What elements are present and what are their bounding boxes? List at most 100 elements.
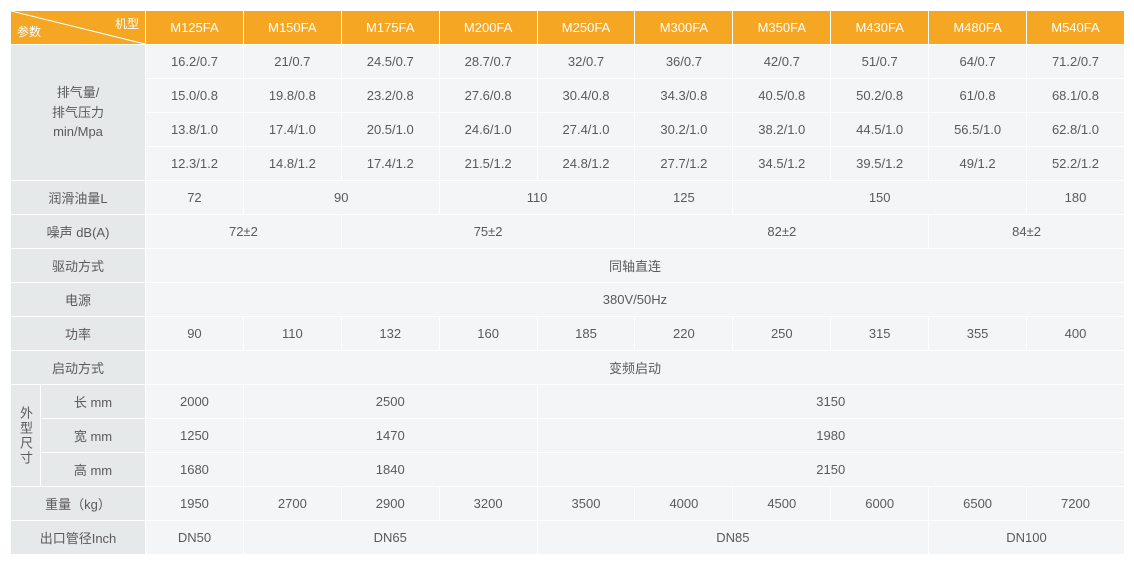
weight-0: 1950	[146, 487, 244, 521]
header-model-8: M480FA	[929, 11, 1027, 45]
exhaust-2-5: 30.2/1.0	[635, 113, 733, 147]
power-5: 220	[635, 317, 733, 351]
exhaust-3-6: 34.5/1.2	[733, 147, 831, 181]
exhaust-2-7: 44.5/1.0	[831, 113, 929, 147]
exhaust-1-1: 19.8/0.8	[243, 79, 341, 113]
exhaust-1-3: 27.6/0.8	[439, 79, 537, 113]
weight-7: 6000	[831, 487, 929, 521]
noise-1: 75±2	[341, 215, 635, 249]
exhaust-2-8: 56.5/1.0	[929, 113, 1027, 147]
exhaust-3-8: 49/1.2	[929, 147, 1027, 181]
exhaust-0-2: 24.5/0.7	[341, 45, 439, 79]
exhaust-2-2: 20.5/1.0	[341, 113, 439, 147]
power-4: 185	[537, 317, 635, 351]
header-model-1: M150FA	[243, 11, 341, 45]
weight-8: 6500	[929, 487, 1027, 521]
exhaust-1-8: 61/0.8	[929, 79, 1027, 113]
header-model-4: M250FA	[537, 11, 635, 45]
power-2: 132	[341, 317, 439, 351]
exhaust-1-5: 34.3/0.8	[635, 79, 733, 113]
oil-2: 110	[439, 181, 635, 215]
header-model-label: 机型	[115, 15, 139, 32]
exhaust-1-6: 40.5/0.8	[733, 79, 831, 113]
exhaust-2-0: 13.8/1.0	[146, 113, 244, 147]
outlet-2: DN85	[537, 521, 929, 555]
power-7: 315	[831, 317, 929, 351]
outlet-0: DN50	[146, 521, 244, 555]
exhaust-0-3: 28.7/0.7	[439, 45, 537, 79]
exhaust-1-9: 68.1/0.8	[1027, 79, 1125, 113]
row-label-powersrc: 电源	[11, 283, 146, 317]
row-label-noise: 噪声 dB(A)	[11, 215, 146, 249]
oil-4: 150	[733, 181, 1027, 215]
exhaust-0-6: 42/0.7	[733, 45, 831, 79]
spec-table: 参数机型M125FAM150FAM175FAM200FAM250FAM300FA…	[10, 10, 1125, 555]
row-label-exhaust: 排气量/ 排气压力 min/Mpa	[11, 45, 146, 181]
exhaust-0-4: 32/0.7	[537, 45, 635, 79]
exhaust-2-3: 24.6/1.0	[439, 113, 537, 147]
power-8: 355	[929, 317, 1027, 351]
header-diag: 参数机型	[11, 11, 146, 45]
exhaust-0-7: 51/0.7	[831, 45, 929, 79]
exhaust-3-5: 27.7/1.2	[635, 147, 733, 181]
exhaust-0-0: 16.2/0.7	[146, 45, 244, 79]
size-hgt-0: 1680	[146, 453, 244, 487]
exhaust-3-7: 39.5/1.2	[831, 147, 929, 181]
header-model-9: M540FA	[1027, 11, 1125, 45]
exhaust-2-4: 27.4/1.0	[537, 113, 635, 147]
size-wid-1: 1470	[243, 419, 537, 453]
oil-5: 180	[1027, 181, 1125, 215]
weight-2: 2900	[341, 487, 439, 521]
power-3: 160	[439, 317, 537, 351]
power-6: 250	[733, 317, 831, 351]
size-hgt-2: 2150	[537, 453, 1124, 487]
size-wid-2: 1980	[537, 419, 1124, 453]
row-label-size-hgt: 高 mm	[41, 453, 146, 487]
exhaust-0-5: 36/0.7	[635, 45, 733, 79]
exhaust-2-9: 62.8/1.0	[1027, 113, 1125, 147]
exhaust-3-3: 21.5/1.2	[439, 147, 537, 181]
weight-1: 2700	[243, 487, 341, 521]
exhaust-1-7: 50.2/0.8	[831, 79, 929, 113]
row-label-size-wid: 宽 mm	[41, 419, 146, 453]
exhaust-0-1: 21/0.7	[243, 45, 341, 79]
exhaust-3-9: 52.2/1.2	[1027, 147, 1125, 181]
row-label-size-len: 长 mm	[41, 385, 146, 419]
oil-0: 72	[146, 181, 244, 215]
powersrc-value: 380V/50Hz	[146, 283, 1125, 317]
row-label-power: 功率	[11, 317, 146, 351]
exhaust-3-4: 24.8/1.2	[537, 147, 635, 181]
drive-value: 同轴直连	[146, 249, 1125, 283]
outlet-1: DN65	[243, 521, 537, 555]
outlet-3: DN100	[929, 521, 1125, 555]
exhaust-3-1: 14.8/1.2	[243, 147, 341, 181]
header-model-7: M430FA	[831, 11, 929, 45]
size-len-2: 3150	[537, 385, 1124, 419]
noise-0: 72±2	[146, 215, 342, 249]
exhaust-0-9: 71.2/0.7	[1027, 45, 1125, 79]
header-model-3: M200FA	[439, 11, 537, 45]
size-len-0: 2000	[146, 385, 244, 419]
oil-1: 90	[243, 181, 439, 215]
weight-3: 3200	[439, 487, 537, 521]
exhaust-0-8: 64/0.7	[929, 45, 1027, 79]
size-hgt-1: 1840	[243, 453, 537, 487]
size-len-1: 2500	[243, 385, 537, 419]
header-model-0: M125FA	[146, 11, 244, 45]
row-label-weight: 重量（kg）	[11, 487, 146, 521]
exhaust-1-4: 30.4/0.8	[537, 79, 635, 113]
noise-3: 84±2	[929, 215, 1125, 249]
weight-6: 4500	[733, 487, 831, 521]
weight-4: 3500	[537, 487, 635, 521]
row-label-start: 启动方式	[11, 351, 146, 385]
row-label-size-group: 外型尺寸	[11, 385, 41, 487]
header-model-6: M350FA	[733, 11, 831, 45]
exhaust-2-6: 38.2/1.0	[733, 113, 831, 147]
exhaust-3-2: 17.4/1.2	[341, 147, 439, 181]
start-value: 变频启动	[146, 351, 1125, 385]
exhaust-2-1: 17.4/1.0	[243, 113, 341, 147]
oil-3: 125	[635, 181, 733, 215]
size-wid-0: 1250	[146, 419, 244, 453]
power-1: 110	[243, 317, 341, 351]
noise-2: 82±2	[635, 215, 929, 249]
